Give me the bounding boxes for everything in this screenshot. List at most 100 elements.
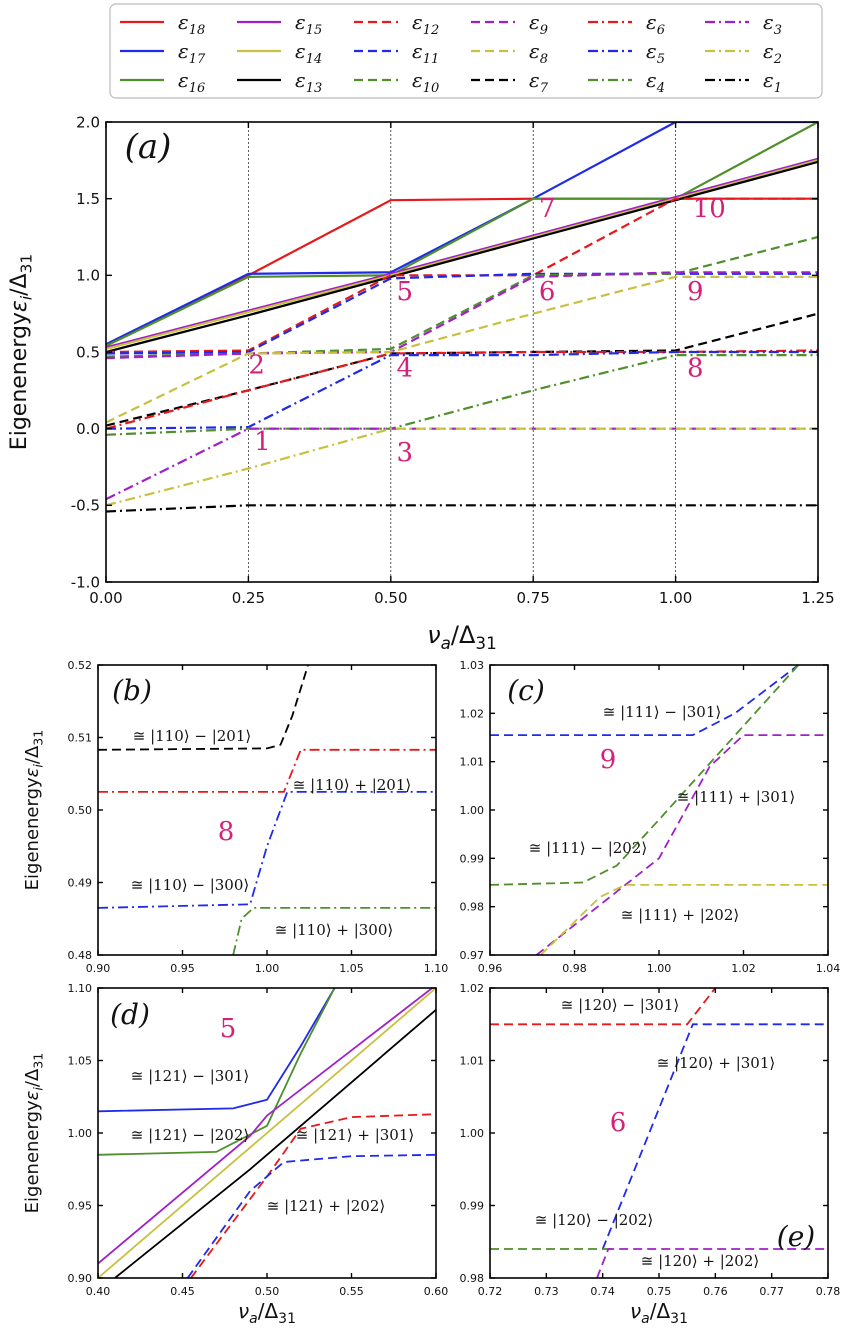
series-e11: [106, 272, 818, 355]
y-tick-label: 1.10: [68, 982, 93, 995]
series-e5: [98, 791, 436, 909]
x-tick-label: 0.75: [516, 589, 549, 607]
x-axis-label: νa/Δ31: [427, 621, 497, 653]
legend-label: ε7: [529, 68, 549, 96]
panel-label: (b): [112, 674, 152, 707]
x-tick-label: 0.00: [89, 589, 122, 607]
y-tick-label: 0.98: [460, 1272, 485, 1285]
y-tick-label: 1.01: [460, 756, 485, 769]
crossing-number: 6: [539, 277, 556, 307]
state-annotation: ≅ |111⟩ + |301⟩: [677, 788, 796, 806]
y-tick-label: 1.03: [460, 659, 485, 672]
panel-label: (c): [507, 674, 545, 707]
y-tick-label: 0.0: [76, 420, 100, 438]
state-annotation: ≅ |110⟩ + |300⟩: [275, 921, 394, 939]
series-e6: [98, 748, 436, 793]
x-tick-label: 1.00: [647, 962, 672, 975]
crossing-number: 10: [693, 194, 726, 224]
x-tick-label: 0.40: [86, 1285, 111, 1298]
y-tick-label: -1.0: [71, 573, 100, 591]
y-tick-label: 1.0: [76, 267, 100, 285]
series-e17: [106, 122, 818, 346]
y-tick-label: 2.0: [76, 113, 100, 131]
legend-label: ε2: [763, 39, 782, 67]
state-annotation: ≅ |120⟩ − |202⟩: [535, 1211, 654, 1229]
legend-label: ε18: [178, 10, 205, 38]
x-tick-label: 0.96: [478, 962, 503, 975]
legend-label: ε3: [763, 10, 782, 38]
crossing-number: 9: [687, 277, 704, 307]
y-tick-label: 0.95: [68, 1199, 93, 1212]
x-tick-label: 1.04: [816, 962, 841, 975]
y-tick-label: 1.01: [460, 1054, 485, 1067]
series-e14: [106, 159, 818, 350]
chart-panel-3: 0.40 0.45 0.50 0.55 0.60 0.90 0.95 1.00 1.05 1.10…: [68, 982, 449, 1298]
state-annotation: ≅ |120⟩ + |202⟩: [641, 1252, 760, 1270]
state-annotation: ≅ |111⟩ − |301⟩: [603, 703, 722, 721]
x-tick-label: 0.75: [647, 1285, 672, 1298]
crossing-number: 5: [220, 1014, 237, 1044]
series-e15: [106, 157, 818, 349]
series-e16: [98, 988, 336, 1156]
y-tick-label: -0.5: [71, 497, 100, 515]
state-annotation: ≅ |121⟩ + |301⟩: [296, 1126, 415, 1144]
series-e7: [98, 665, 310, 751]
chart-panel-2: 0.96 0.98 1.00 1.02 1.04 0.97 0.98 0.99 1.00 1.01…: [460, 659, 841, 975]
x-tick-label: 0.25: [232, 589, 265, 607]
series-e13: [106, 160, 818, 354]
x-axis-label: νa/Δ31: [238, 1299, 296, 1327]
state-annotation: ≅ |110⟩ − |201⟩: [133, 727, 252, 745]
state-annotation: ≅ |121⟩ + |202⟩: [267, 1197, 386, 1215]
legend-label: ε10: [412, 68, 439, 96]
series-e15: [98, 988, 434, 1265]
state-annotation: ≅ |111⟩ + |202⟩: [621, 906, 740, 924]
x-tick-label: 1.00: [255, 962, 280, 975]
series-e2: [106, 427, 818, 507]
x-tick-label: 0.78: [816, 1285, 841, 1298]
series-e6: [106, 349, 818, 430]
x-tick-label: 1.05: [339, 962, 364, 975]
legend-label: ε11: [412, 39, 439, 67]
legend-label: ε17: [178, 39, 206, 67]
legend-label: ε15: [295, 10, 322, 38]
y-tick-label: 0.90: [68, 1272, 93, 1285]
y-tick-label: 1.02: [460, 707, 485, 720]
y-tick-label: 1.05: [68, 1054, 93, 1067]
state-annotation: ≅ |120⟩ + |301⟩: [657, 1054, 776, 1072]
y-tick-label: 1.02: [460, 982, 485, 995]
y-tick-label: 1.00: [460, 804, 485, 817]
y-tick-label: 0.51: [68, 731, 93, 744]
chart-panel-4: 0.72 0.73 0.74 0.75 0.76 0.77 0.78 0.98 0.99 1.00…: [460, 982, 841, 1298]
x-tick-label: 0.73: [534, 1285, 559, 1298]
y-axis-label: Eigenenergyεi/Δ31: [22, 730, 46, 891]
series-e12: [190, 1113, 436, 1278]
legend-label: ε14: [295, 39, 322, 67]
x-tick-label: 0.98: [562, 962, 587, 975]
chart-panel-1: 0.90 0.95 1.00 1.05 1.10 0.48 0.49 0.50 0.51 0.52…: [68, 659, 449, 975]
y-tick-label: 0.99: [460, 852, 485, 865]
series-e17: [98, 988, 336, 1113]
series-e4: [232, 907, 436, 955]
y-tick-label: 1.00: [68, 1127, 93, 1140]
x-tick-label: 0.95: [170, 962, 195, 975]
state-annotation: ≅ |121⟩ − |202⟩: [131, 1126, 250, 1144]
y-tick-label: 0.48: [68, 949, 93, 962]
series-e1: [106, 504, 818, 513]
series-e9: [535, 734, 828, 955]
y-tick-label: 0.97: [460, 949, 485, 962]
series-e12: [490, 988, 717, 1026]
chart-panel-0: 0.00 0.25 0.50 0.75 1.00 1.25 -1.0 -0.5 0.0 0.5 1.…: [71, 113, 835, 607]
y-tick-label: 1.00: [460, 1127, 485, 1140]
series-e11: [186, 1153, 436, 1278]
panel-label: (d): [110, 998, 150, 1031]
series-e9: [596, 1248, 828, 1278]
series-e14: [98, 988, 436, 1278]
legend-label: ε16: [178, 68, 205, 96]
legend-label: ε1: [763, 68, 782, 96]
x-axis-label: νa/Δ31: [630, 1299, 688, 1327]
x-tick-label: 0.60: [424, 1285, 449, 1298]
y-tick-label: 0.49: [68, 876, 93, 889]
crossing-number: 2: [248, 350, 265, 380]
crossing-number: 6: [610, 1108, 627, 1138]
